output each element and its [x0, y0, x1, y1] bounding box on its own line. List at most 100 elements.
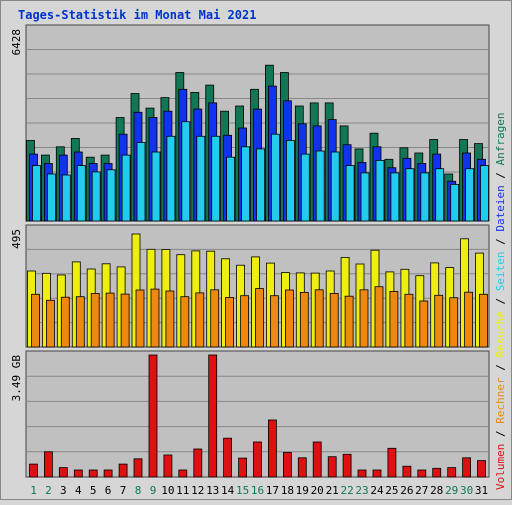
panel-volume: 3.49 GB — [10, 350, 490, 478]
bar-seiten-day-9 — [151, 151, 161, 222]
chart-title: Tages-Statistik im Monat Mai 2021 — [18, 8, 256, 22]
bar-rechner-day-4 — [75, 296, 85, 348]
bar-rechner-day-7 — [120, 293, 130, 348]
x-tick-label-day-6: 6 — [105, 484, 112, 497]
bar-seiten-day-14 — [226, 156, 236, 222]
bar-volumen-day-8 — [133, 458, 143, 478]
x-tick-label-day-31: 31 — [475, 484, 488, 497]
x-axis-labels: 1 2 3 4 5 6 7 8 9 10 11 12 13 14 15 16 17 18 19 20 21 22 23 24 2… — [30, 484, 488, 497]
x-tick-label-day-15: 15 — [236, 484, 249, 497]
legend-entry-volumen: Volumen — [494, 444, 507, 490]
bar-seiten-day-10 — [166, 135, 176, 222]
bar-volumen-day-10 — [163, 454, 173, 478]
legend-separator: / — [494, 358, 507, 378]
bar-seiten-day-21 — [330, 151, 340, 222]
bar-volumen-day-26 — [402, 465, 412, 478]
bar-volumen-day-28 — [432, 467, 442, 478]
x-tick-label-day-5: 5 — [90, 484, 97, 497]
bar-volumen-day-4 — [73, 469, 83, 478]
bar-rechner-day-9 — [150, 288, 160, 348]
bar-rechner-day-23 — [359, 289, 369, 348]
bar-seiten-day-20 — [315, 150, 325, 222]
bar-volumen-day-2 — [44, 451, 53, 478]
bar-rechner-day-8 — [135, 289, 145, 348]
bar-seiten-day-6 — [106, 169, 116, 222]
bar-volumen-day-20 — [312, 441, 322, 478]
bar-volumen-day-1 — [29, 463, 38, 478]
bar-seiten-day-23 — [360, 172, 370, 222]
bar-rechner-day-10 — [165, 290, 175, 348]
panel-volume-ymax-label: 3.49 GB — [10, 355, 23, 402]
x-tick-label-day-1: 1 — [30, 484, 37, 497]
x-tick-label-day-27: 27 — [415, 484, 428, 497]
legend-entry-seiten: Seiten — [494, 252, 507, 292]
x-tick-label-day-17: 17 — [266, 484, 279, 497]
x-tick-label-day-24: 24 — [370, 484, 384, 497]
bar-volumen-day-24 — [372, 469, 382, 478]
bar-volumen-day-29 — [447, 467, 457, 478]
bar-rechner-day-16 — [255, 288, 264, 348]
bar-seiten-day-13 — [211, 135, 221, 222]
bar-rechner-day-24 — [374, 286, 384, 348]
x-tick-label-day-10: 10 — [161, 484, 174, 497]
bar-rechner-day-21 — [329, 292, 339, 348]
bar-seiten-day-26 — [405, 168, 415, 222]
bar-seiten-day-27 — [420, 172, 430, 222]
bar-seiten-day-16 — [256, 148, 265, 222]
x-tick-label-day-2: 2 — [45, 484, 52, 497]
bar-volumen-day-27 — [417, 469, 427, 478]
x-tick-label-day-22: 22 — [340, 484, 353, 497]
bar-seiten-day-1 — [32, 165, 41, 222]
bar-rechner-day-26 — [404, 293, 414, 348]
x-tick-label-day-3: 3 — [60, 484, 67, 497]
bar-rechner-day-29 — [449, 297, 459, 348]
x-tick-label-day-8: 8 — [135, 484, 142, 497]
x-tick-label-day-18: 18 — [281, 484, 294, 497]
bar-rechner-day-1 — [31, 293, 40, 348]
bar-volumen-day-16 — [253, 441, 262, 478]
x-tick-label-day-21: 21 — [326, 484, 339, 497]
bar-rechner-day-18 — [284, 289, 294, 348]
chart-panels: 6428 495 3.49 GB — [10, 24, 490, 478]
x-tick-label-day-28: 28 — [430, 484, 443, 497]
bar-seiten-day-24 — [375, 159, 385, 222]
bar-rechner-day-30 — [464, 291, 474, 348]
bar-volumen-day-21 — [327, 456, 337, 478]
bar-rechner-day-28 — [434, 294, 444, 348]
bar-seiten-day-25 — [390, 172, 400, 222]
x-tick-label-day-7: 7 — [120, 484, 127, 497]
bar-seiten-day-15 — [241, 146, 251, 222]
bar-volumen-day-3 — [58, 467, 68, 478]
bar-volumen-day-15 — [238, 457, 248, 478]
bar-seiten-day-12 — [196, 135, 206, 222]
x-tick-label-day-4: 4 — [75, 484, 82, 497]
bar-rechner-day-22 — [344, 295, 354, 348]
bar-rechner-day-17 — [269, 295, 279, 348]
x-tick-label-day-16: 16 — [251, 484, 264, 497]
bar-seiten-day-17 — [270, 133, 280, 222]
bar-rechner-day-12 — [195, 292, 205, 348]
legend-vertical: Volumen / Rechner / Besuche / Seiten / D… — [494, 112, 507, 490]
bar-seiten-day-29 — [450, 183, 460, 222]
bar-volumen-day-13 — [208, 354, 218, 478]
x-tick-label-day-26: 26 — [400, 484, 413, 497]
x-tick-label-day-29: 29 — [445, 484, 458, 497]
legend-separator: / — [494, 232, 507, 252]
bar-rechner-day-14 — [225, 296, 235, 348]
bar-seiten-day-7 — [121, 154, 131, 222]
x-tick-label-day-14: 14 — [221, 484, 235, 497]
x-tick-label-day-11: 11 — [176, 484, 189, 497]
bar-seiten-day-28 — [435, 168, 445, 222]
legend-entry-anfragen: Anfragen — [494, 112, 507, 165]
bar-rechner-day-27 — [419, 300, 429, 348]
x-tick-label-day-13: 13 — [206, 484, 219, 497]
bar-rechner-day-13 — [210, 289, 220, 348]
legend-separator: / — [494, 291, 507, 311]
bar-rechner-day-5 — [90, 292, 100, 348]
legend-entry-besuche: Besuche — [494, 311, 507, 357]
legend-entry-rechner: Rechner — [494, 377, 507, 424]
bar-volumen-day-30 — [462, 457, 472, 478]
bar-seiten-day-31 — [480, 165, 489, 222]
bar-seiten-day-22 — [345, 165, 355, 222]
